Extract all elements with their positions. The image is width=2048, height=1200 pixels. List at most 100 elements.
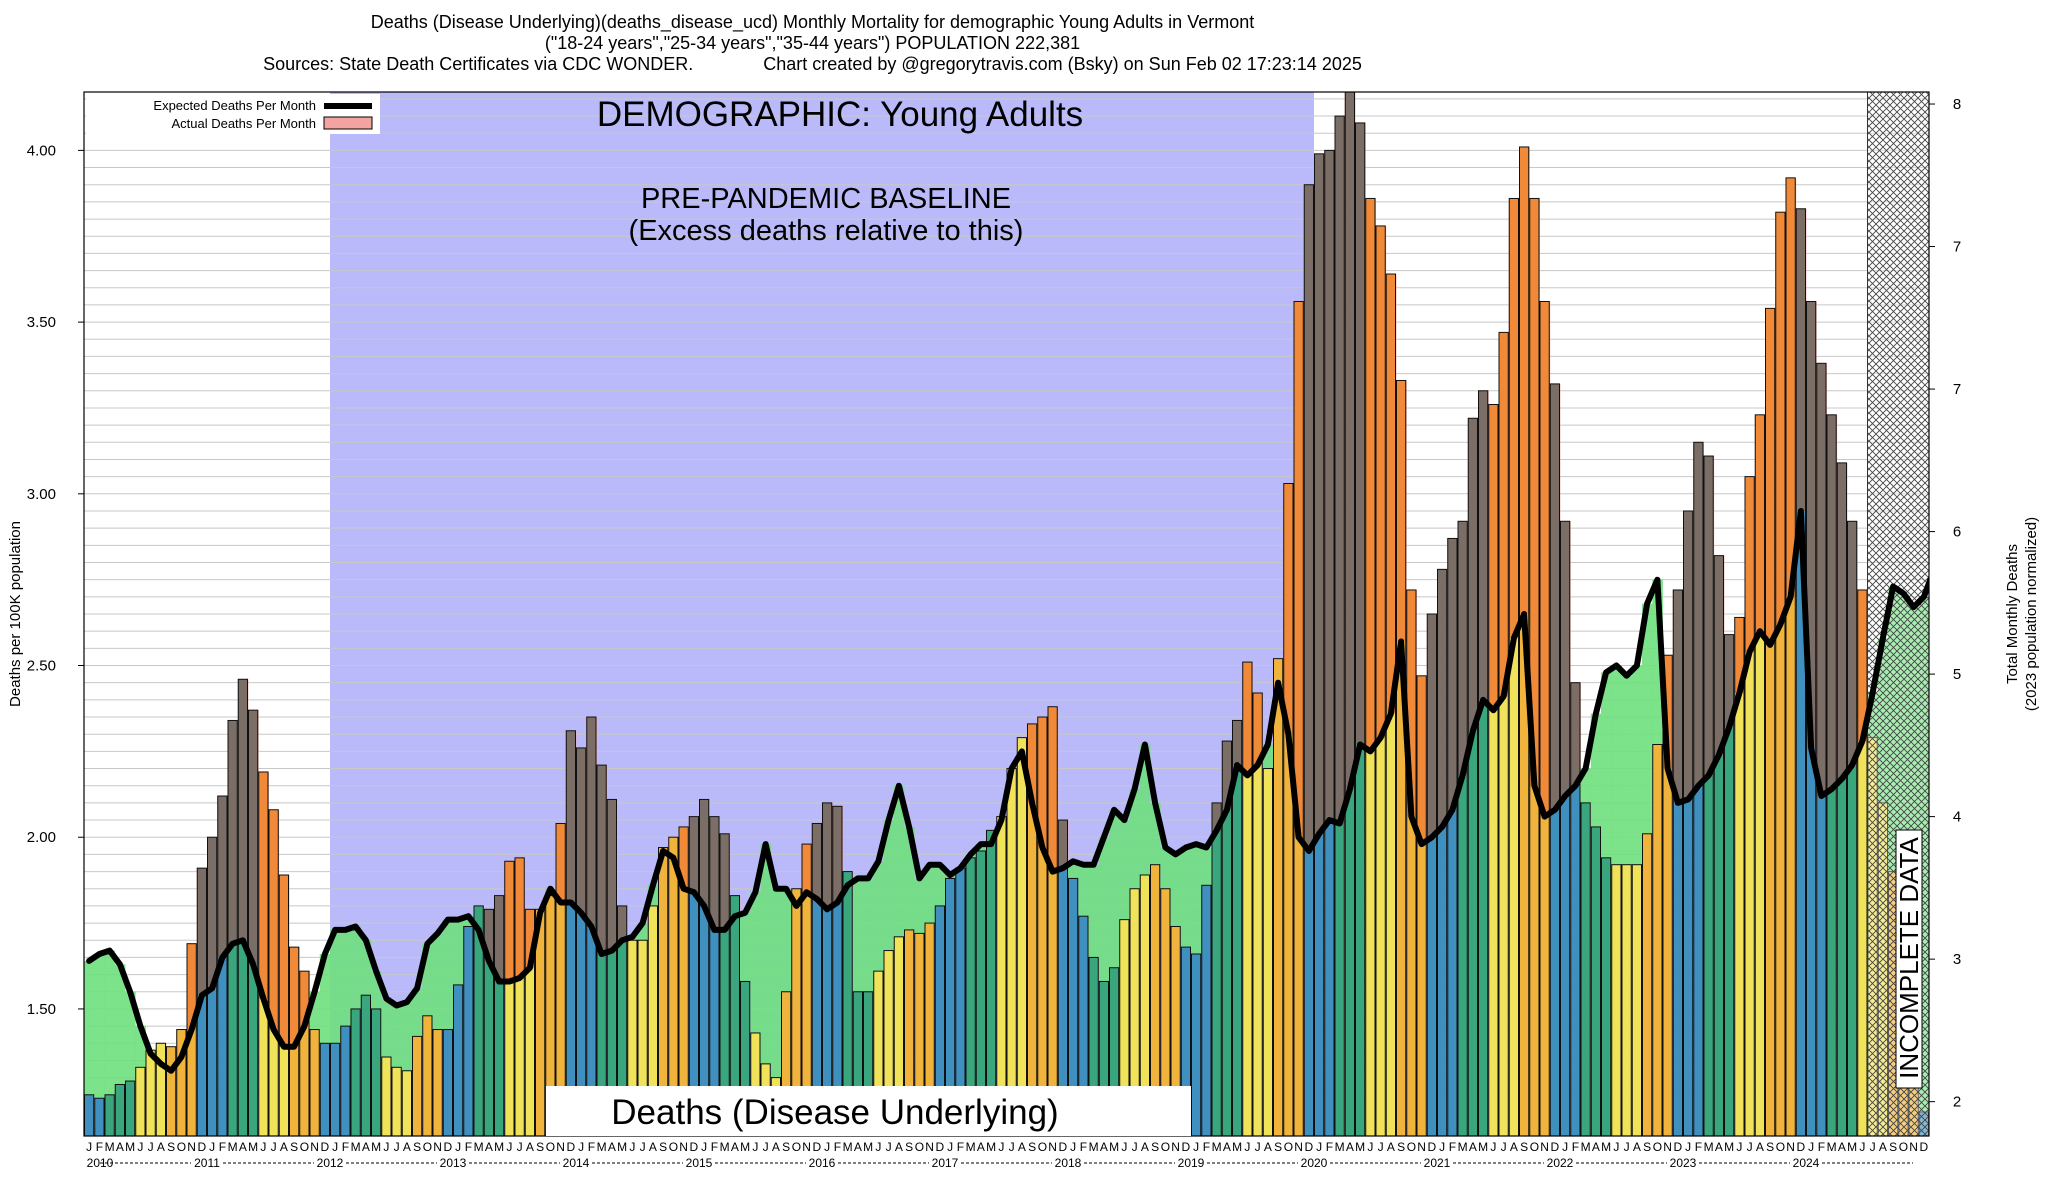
bar-outline [1293, 300, 1304, 1136]
y-right-tick-label: 7 [1953, 239, 1961, 256]
bar-outline [494, 895, 505, 1136]
bar [914, 932, 925, 1136]
bar-upper [1242, 662, 1252, 776]
bar-upper [1027, 723, 1037, 803]
bar-outline [822, 802, 833, 1136]
month-label: S [1889, 1140, 1897, 1154]
bar-upper [1519, 146, 1529, 614]
month-label: M [494, 1140, 504, 1154]
chart-credit: Chart created by @gregorytravis.com (Bsk… [763, 54, 1362, 74]
bar-lower [1314, 833, 1324, 1136]
bar [432, 1029, 443, 1136]
month-label: J [1685, 1140, 1691, 1154]
bar-lower [607, 950, 617, 1136]
month-label: A [1879, 1140, 1887, 1154]
month-label: J [640, 1140, 646, 1154]
bar [94, 1097, 105, 1136]
month-label: J [1439, 1140, 1445, 1154]
chart-title: Deaths (Disease Underlying)(deaths_disea… [370, 12, 1255, 32]
month-label: M [1212, 1140, 1222, 1154]
bar-upper [586, 717, 596, 927]
month-label: M [1724, 1140, 1734, 1154]
month-label: J [1501, 1140, 1507, 1154]
bar-upper [1704, 456, 1714, 776]
excess-fill-segment [1590, 713, 1602, 827]
y-tick-label: 1.50 [27, 1001, 56, 1018]
legend: Expected Deaths Per Month Actual Deaths P… [86, 94, 380, 134]
month-label: A [1387, 1140, 1395, 1154]
bar-lower [1724, 727, 1734, 1136]
year-label: 2023 [1670, 1156, 1697, 1170]
month-label: M [966, 1140, 976, 1154]
excess-fill-segment [637, 923, 649, 941]
month-label: J [1859, 1140, 1865, 1154]
month-label: J [1367, 1140, 1373, 1154]
bar-lower [1355, 744, 1365, 1136]
month-label: A [772, 1140, 780, 1154]
bar-lower [1765, 644, 1775, 1136]
legend-actual-swatch [323, 116, 373, 130]
month-label: F [1818, 1140, 1825, 1154]
bar-upper [248, 710, 258, 965]
bar-upper [1048, 706, 1058, 872]
bar-outline [504, 860, 515, 1136]
bar [1150, 864, 1161, 1136]
bar [340, 1025, 351, 1136]
bar [658, 847, 669, 1136]
bar-outline [1549, 383, 1560, 1136]
bar-lower [1488, 710, 1498, 1136]
month-label: M [843, 1140, 853, 1154]
excess-fill-segment [401, 1002, 413, 1071]
month-label: J [629, 1140, 635, 1154]
month-label: A [1264, 1140, 1272, 1154]
expected-line-group [86, 508, 1929, 1074]
month-label: J [998, 1140, 1004, 1154]
bar-outline [1754, 414, 1765, 1136]
month-label: O [1899, 1140, 1908, 1154]
year-label: 2011 [194, 1156, 220, 1170]
bar-upper [709, 816, 719, 930]
excess-fill-segment [740, 912, 751, 982]
month-label: S [1397, 1140, 1405, 1154]
month-label: J [1009, 1140, 1015, 1154]
bar-outline [248, 709, 259, 1136]
bar-lower [1816, 796, 1826, 1136]
bar-lower [802, 892, 812, 1136]
bar-lower [1806, 747, 1816, 1136]
bar-outline [565, 730, 576, 1136]
month-label: D [321, 1140, 330, 1154]
month-label: D [813, 1140, 822, 1154]
month-label: S [1151, 1140, 1159, 1154]
bar-outline [801, 843, 812, 1136]
excess-fill-segment [1068, 861, 1079, 879]
excess-fill-segment [914, 878, 925, 934]
bar-upper [187, 943, 197, 1030]
y-right-tick-label: 7 [1953, 381, 1961, 398]
bar-upper [1376, 225, 1386, 738]
month-label: J [86, 1140, 92, 1154]
year-label: 2017 [932, 1156, 959, 1170]
bar-upper [1724, 634, 1734, 728]
y-right-tick-label: 6 [1953, 524, 1961, 541]
bar-outline [586, 716, 597, 1136]
bar-upper [802, 844, 812, 893]
bar-outline [1437, 568, 1448, 1136]
bar-upper [832, 806, 842, 903]
bar-lower [207, 988, 217, 1136]
excess-fill-segment [84, 960, 95, 1095]
bar-upper [1499, 332, 1509, 697]
bar-lower [1796, 510, 1806, 1136]
month-label: O [792, 1140, 801, 1154]
month-label: F [1572, 1140, 1579, 1154]
month-label: A [1469, 1140, 1477, 1154]
month-label: D [1797, 1140, 1806, 1154]
bar-upper [299, 971, 309, 1027]
month-label: N [1048, 1140, 1057, 1154]
month-label: O [1407, 1140, 1416, 1154]
month-label: J [947, 1140, 953, 1154]
bar-outline [278, 874, 289, 1136]
bar-lower [279, 1046, 289, 1136]
bar [893, 936, 904, 1136]
excess-fill-segment [1160, 847, 1171, 889]
bar-outline [483, 908, 494, 1136]
